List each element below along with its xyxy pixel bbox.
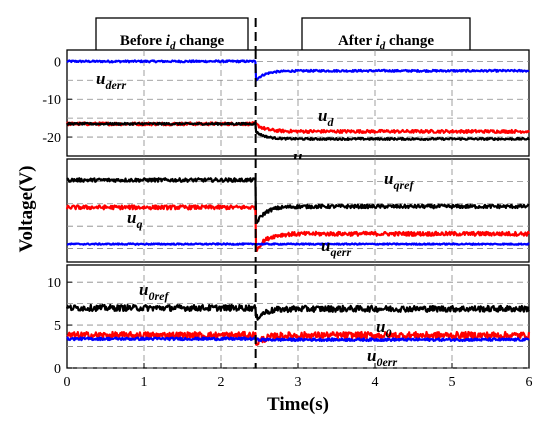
series-u-derr [66, 59, 530, 82]
y-axis-title: Voltage(V) [16, 166, 37, 253]
panel-2: uqref uq uqerr [65, 158, 531, 263]
y-tick-label: 0 [54, 55, 61, 70]
label-u-qerr: uqerr [321, 236, 351, 259]
series-u-q [65, 204, 531, 252]
series-u-dref [66, 121, 531, 141]
after-change-label-text: After id change [338, 33, 434, 52]
x-tick-label: 2 [218, 375, 225, 390]
x-axis-title: Time(s) [267, 394, 329, 415]
x-tick-label: 4 [372, 375, 379, 390]
series-u-qerr [66, 242, 530, 246]
label-u-0ref: u0ref [139, 280, 169, 303]
y-tick-label: 0 [54, 362, 61, 377]
label-u-derr: uderr [96, 69, 126, 92]
y-tick-label: -20 [42, 131, 61, 146]
before-change-label-text: Before id change [120, 33, 225, 52]
x-tick-label: 6 [526, 375, 533, 390]
y-tick-label: -10 [42, 93, 61, 108]
label-u-d: ud [318, 106, 334, 129]
x-tick-label: 0 [64, 375, 71, 390]
series-u-0 [66, 330, 531, 346]
x-tick-label: 5 [449, 375, 456, 390]
label-u-0: u0 [376, 317, 391, 340]
x-tick-label: 1 [141, 375, 148, 390]
series-u-0err [66, 336, 530, 343]
label-u-qref: uqref [384, 169, 414, 192]
series-u-0ref [65, 303, 530, 321]
label-u-q: uq [127, 208, 142, 231]
y-tick-label: 10 [47, 276, 61, 291]
panel-1: 0-10-20uderrududref [42, 49, 531, 170]
panel-3: 0 5 10 u0ref u0 u0err [47, 264, 531, 377]
x-tick-label: 3 [295, 375, 302, 390]
series-u-qref [66, 177, 530, 225]
y-tick-label: 5 [54, 319, 61, 334]
label-u-0err: u0err [367, 346, 397, 369]
